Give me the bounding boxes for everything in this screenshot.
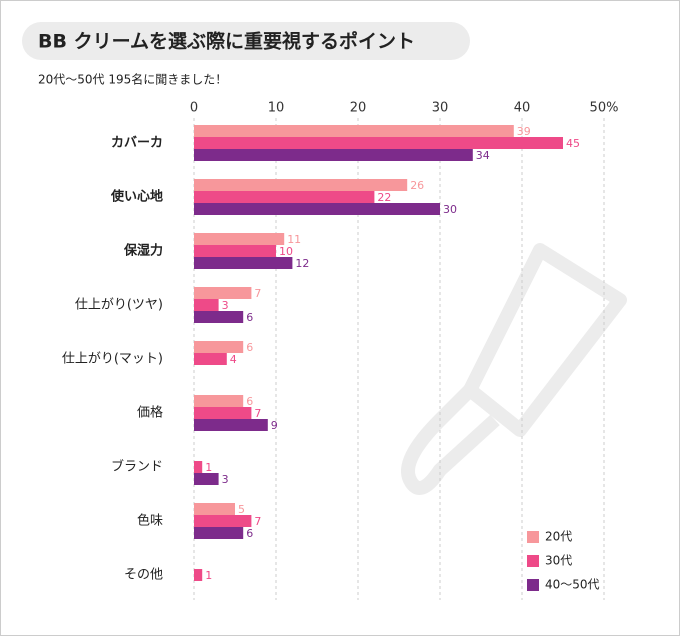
bar (194, 287, 252, 299)
value-label: 1 (205, 569, 212, 582)
value-label: 9 (271, 419, 278, 432)
value-label: 1 (205, 461, 212, 474)
value-label: 39 (517, 125, 531, 138)
legend-label: 30代 (545, 554, 572, 568)
value-label: 10 (279, 245, 293, 258)
legend-label: 40〜50代 (545, 578, 600, 592)
bar (194, 353, 227, 365)
bar (194, 527, 244, 539)
y-tick-label: 仕上がり(ツヤ) (75, 298, 163, 313)
chart-title: BB クリームを選ぶ際に重要視するポイント (38, 30, 415, 53)
value-label: 26 (410, 179, 424, 192)
value-label: 30 (443, 203, 457, 216)
value-label: 7 (254, 515, 261, 528)
value-label: 7 (254, 287, 261, 300)
y-tick-label: 色味 (137, 513, 163, 529)
y-tick-label: 保湿力 (123, 243, 163, 259)
bar (194, 461, 203, 473)
bar (194, 179, 408, 191)
bar (194, 299, 219, 311)
bar (194, 395, 244, 407)
x-tick-label: 20 (350, 101, 367, 116)
y-tick-label: 仕上がり(マット) (62, 352, 163, 367)
legend-swatch (527, 555, 539, 567)
x-tick-label: 50% (590, 101, 619, 116)
bar (194, 515, 252, 527)
y-tick-label: カバーカ (111, 136, 163, 151)
value-label: 4 (230, 353, 237, 366)
bar (194, 149, 473, 161)
bar (194, 311, 244, 323)
title-pill (22, 22, 470, 60)
value-label: 22 (377, 191, 391, 204)
y-tick-label: ブランド (111, 459, 163, 475)
value-label: 6 (246, 341, 253, 354)
value-label: 12 (295, 257, 309, 270)
value-label: 11 (287, 233, 301, 246)
bar (194, 407, 252, 419)
bar (194, 257, 293, 269)
bar (194, 203, 440, 215)
y-tick-label: その他 (124, 568, 163, 583)
bar (194, 233, 285, 245)
value-label: 45 (566, 137, 580, 150)
tube-watermark (401, 243, 627, 495)
bar (194, 245, 276, 257)
bar (194, 569, 203, 581)
value-label: 7 (254, 407, 261, 420)
value-label: 34 (476, 149, 490, 162)
y-tick-label: 価格 (137, 405, 163, 421)
value-label: 3 (222, 473, 229, 486)
legend-swatch (527, 579, 539, 591)
bar (194, 137, 563, 149)
x-tick-label: 30 (432, 101, 449, 116)
value-label: 3 (222, 299, 229, 312)
legend-label: 20代 (545, 530, 572, 544)
y-tick-label: 使い心地 (110, 189, 163, 205)
legend-swatch (527, 531, 539, 543)
value-label: 6 (246, 527, 253, 540)
bar (194, 419, 268, 431)
bar (194, 503, 235, 515)
x-tick-label: 0 (190, 101, 198, 116)
value-label: 5 (238, 503, 245, 516)
bar (194, 473, 219, 485)
bar (194, 191, 375, 203)
bar (194, 125, 514, 137)
x-tick-label: 10 (268, 101, 285, 116)
value-label: 6 (246, 311, 253, 324)
value-label: 6 (246, 395, 253, 408)
chart-subtitle: 20代〜50代 195名に聞きました！ (38, 72, 227, 87)
x-tick-label: 40 (514, 101, 531, 116)
bar (194, 341, 244, 353)
